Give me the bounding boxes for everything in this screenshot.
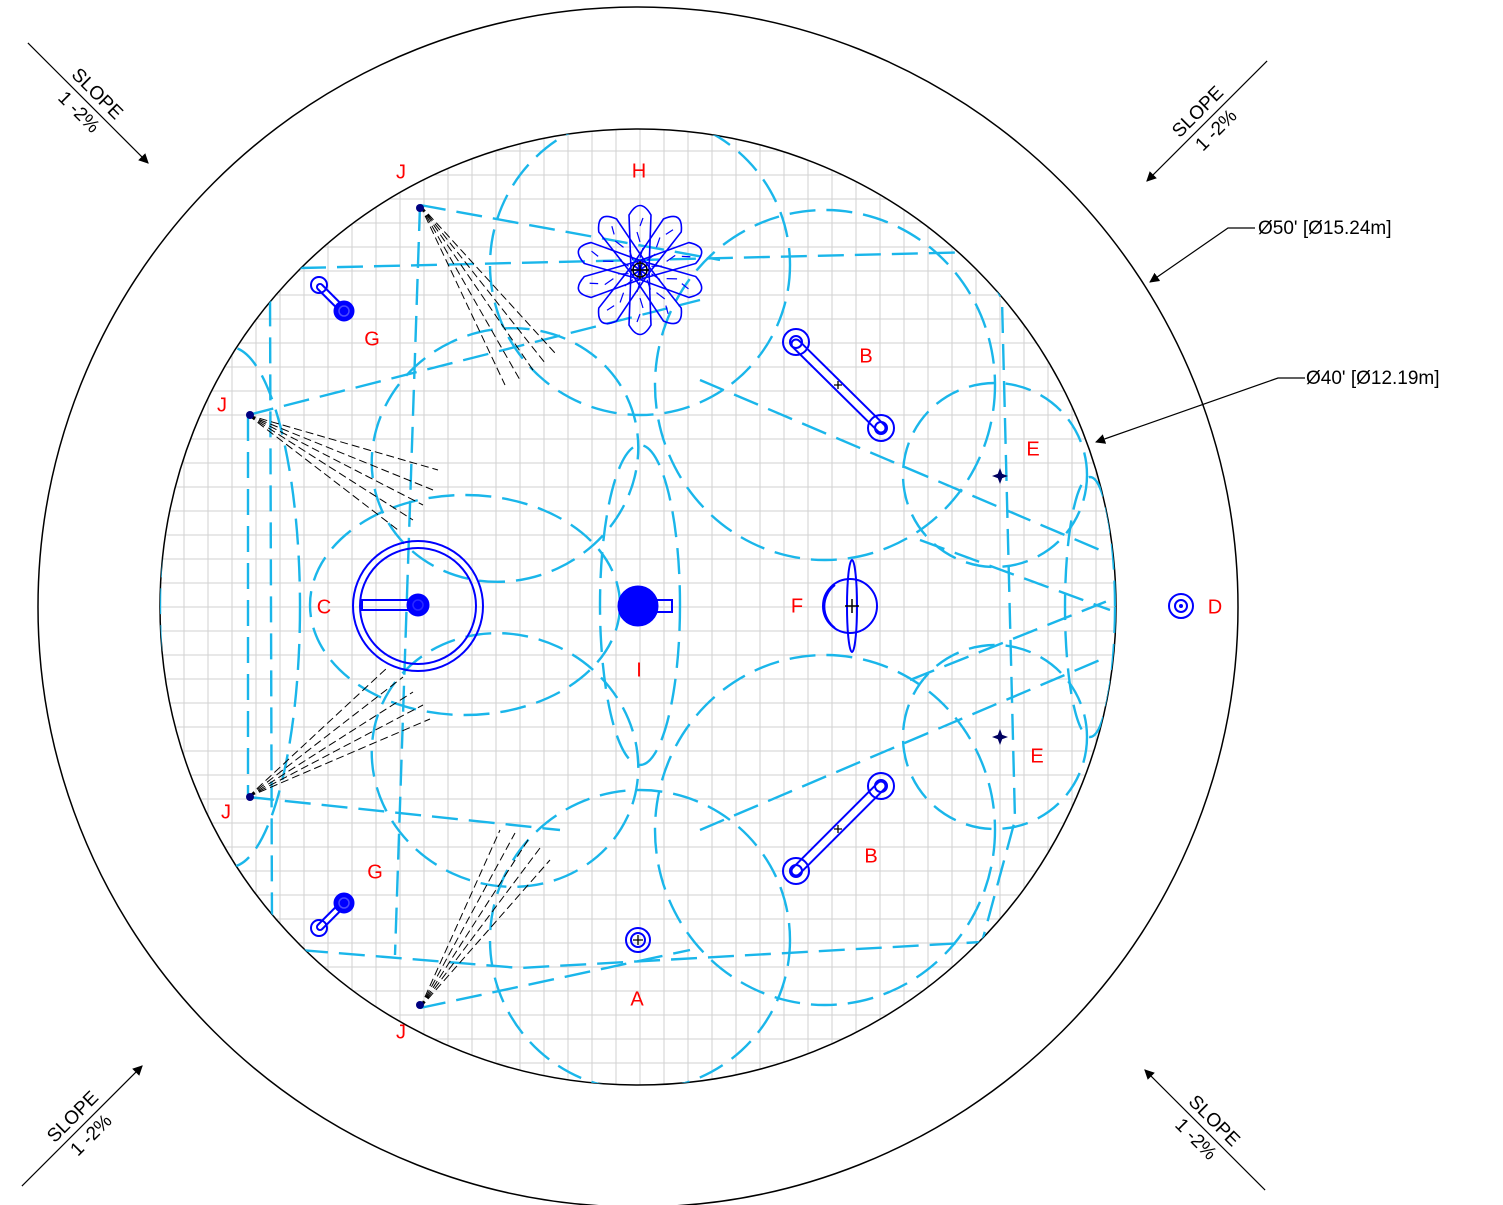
spray-zone-j-lines-bottom — [246, 415, 691, 1010]
label-j-top: J — [396, 161, 406, 183]
spray-zone-g-top — [370, 326, 640, 584]
feature-e-bottom — [992, 729, 1008, 745]
star-petal — [631, 263, 683, 325]
j-fan-left-lower — [247, 666, 431, 798]
slope-indicator-bottom-right: SLOPE 1 -2% — [1144, 1069, 1266, 1191]
feature-d-nozzle — [1168, 593, 1194, 619]
spray-zone-i — [598, 443, 682, 767]
j-nozzle-top — [416, 204, 424, 212]
j-nozzle-bottom — [416, 1001, 424, 1009]
star-petal — [597, 215, 649, 277]
label-a: A — [630, 988, 644, 1010]
j-nozzle-left-lower — [246, 793, 254, 801]
label-i: I — [636, 659, 642, 681]
j-fan-bottom — [419, 829, 551, 1009]
feature-g-top — [310, 276, 355, 322]
star-petal — [628, 269, 652, 336]
label-g-top: G — [364, 328, 380, 350]
dimension-inner: Ø40' [Ø12.19m] — [1095, 368, 1440, 444]
slope-indicator-bottom-left: SLOPE 1 -2% — [21, 1065, 143, 1187]
feature-b-bottom-bar — [782, 772, 895, 885]
spray-zone-east — [1063, 475, 1116, 739]
dimension-outer: Ø50' [Ø15.24m] — [1149, 218, 1392, 283]
label-d: D — [1208, 596, 1222, 618]
star-petal — [636, 241, 703, 280]
spray-zone-a — [488, 788, 792, 1085]
star-petal — [577, 241, 644, 280]
j-fan-left-upper — [247, 414, 439, 531]
label-g-bottom: G — [367, 861, 383, 883]
label-e-top: E — [1026, 438, 1039, 460]
feature-e-top — [992, 468, 1008, 484]
feature-a-nozzle — [625, 927, 651, 953]
label-b-bottom: B — [864, 845, 877, 867]
outer-boundary-circle — [37, 6, 1239, 1205]
label-b-top: B — [859, 345, 872, 367]
spray-zone-h — [488, 129, 792, 417]
spray-zone-g-bottom — [370, 631, 640, 889]
j-nozzle-left-upper — [246, 411, 254, 419]
feature-i-dome — [617, 585, 673, 627]
star-petal — [631, 215, 683, 277]
feature-c-ring — [352, 540, 484, 672]
label-c: C — [317, 596, 331, 618]
spray-zone-e-top — [901, 381, 1089, 569]
spray-zone-b-bottom — [653, 653, 997, 1007]
label-e-bottom: E — [1030, 745, 1043, 767]
star-petal — [597, 263, 649, 325]
label-j-bottom: J — [396, 1021, 406, 1043]
star-petal-marks — [611, 226, 634, 261]
feature-g-bottom — [310, 892, 355, 937]
star-petal — [636, 260, 703, 299]
slope-indicator-top-right: SLOPE 1 -2% — [1146, 60, 1268, 182]
spray-zone-j-lines-top — [247, 203, 721, 956]
label-j-left-upper: J — [217, 394, 227, 416]
feature-labels: A B B C D E E F G G H I J J J J — [217, 160, 1222, 1043]
slope-indicator-top-left: SLOPE 1 -2% — [27, 42, 149, 164]
label-h: H — [632, 160, 646, 182]
star-petal — [628, 204, 652, 271]
equipment — [310, 204, 1194, 953]
spray-zone-b-top — [653, 208, 997, 562]
dimension-outer-text: Ø50' [Ø15.24m] — [1258, 218, 1392, 239]
star-petal — [577, 260, 644, 299]
feature-h-star — [577, 204, 703, 336]
j-fan-top — [419, 204, 556, 386]
label-f: F — [791, 595, 803, 617]
j-jet-fans — [246, 204, 556, 1009]
feature-b-top-bar — [782, 328, 895, 442]
label-j-left-lower: J — [221, 801, 231, 823]
dimension-inner-text: Ø40' [Ø12.19m] — [1306, 368, 1440, 389]
feature-f-sphere — [822, 559, 878, 653]
